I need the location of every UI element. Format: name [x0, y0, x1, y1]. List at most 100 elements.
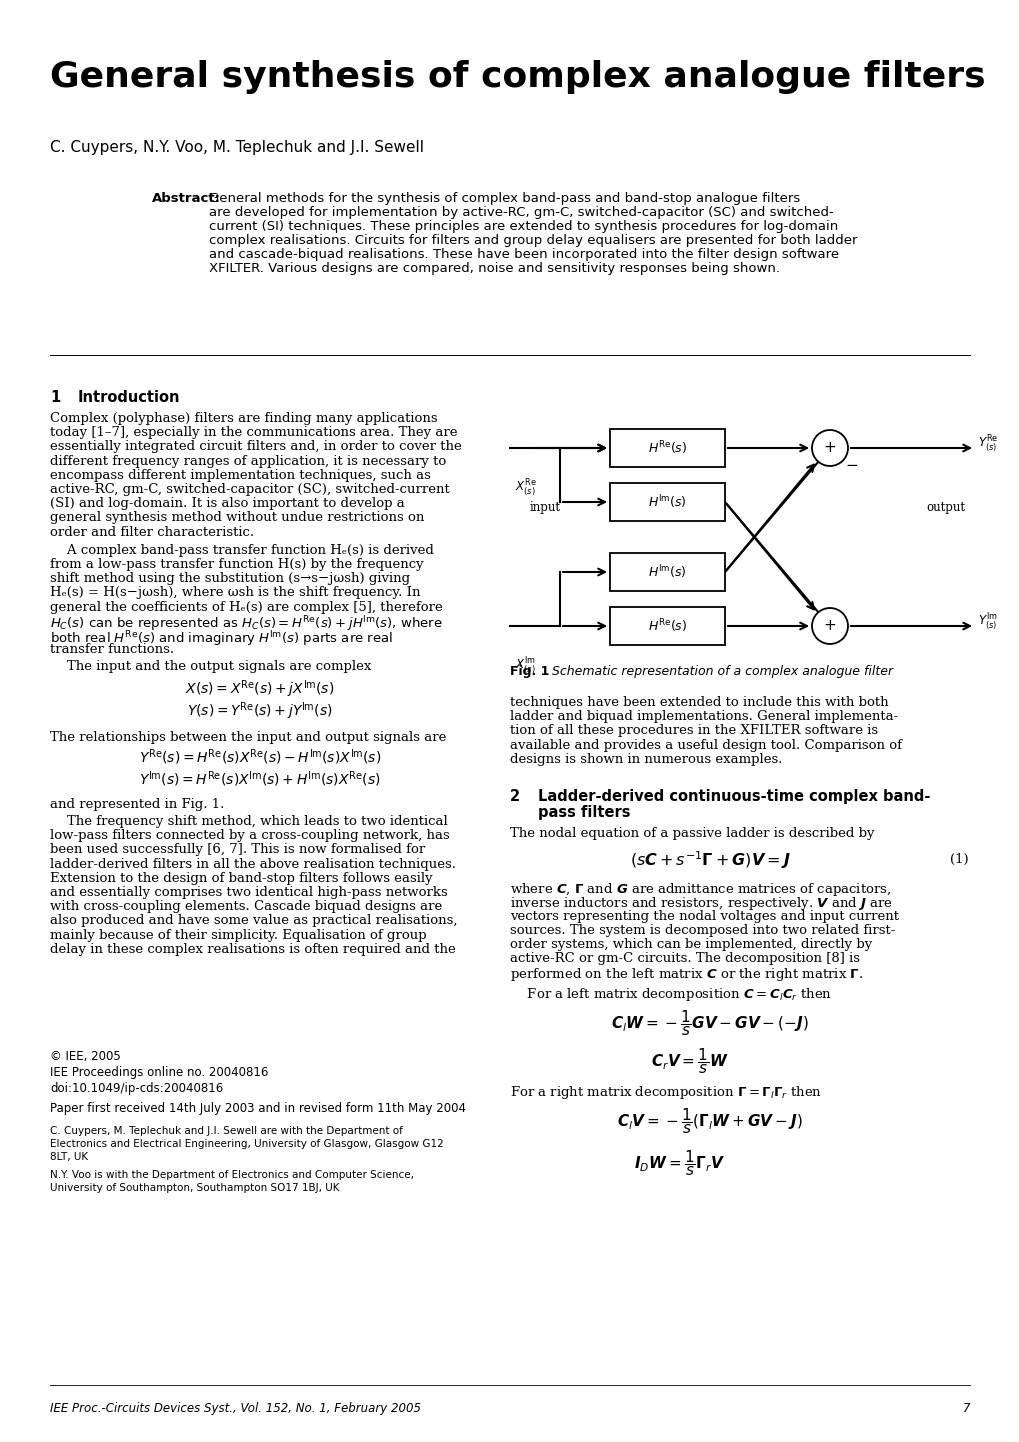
Text: vectors representing the nodal voltages and input current: vectors representing the nodal voltages …	[510, 910, 898, 923]
Text: pass filters: pass filters	[537, 805, 630, 820]
Text: general synthesis method without undue restrictions on: general synthesis method without undue r…	[50, 512, 424, 525]
Text: ladder-derived filters in all the above realisation techniques.: ladder-derived filters in all the above …	[50, 858, 455, 871]
Text: and represented in Fig. 1.: and represented in Fig. 1.	[50, 797, 224, 810]
Text: General synthesis of complex analogue filters: General synthesis of complex analogue fi…	[50, 61, 984, 94]
Text: sources. The system is decomposed into two related first-: sources. The system is decomposed into t…	[510, 924, 895, 937]
Circle shape	[811, 609, 847, 645]
Text: Paper first received 14th July 2003 and in revised form 11th May 2004: Paper first received 14th July 2003 and …	[50, 1102, 466, 1115]
Circle shape	[811, 430, 847, 466]
Text: active-RC or gm-C circuits. The decomposition [8] is: active-RC or gm-C circuits. The decompos…	[510, 952, 859, 965]
Text: performed on the left matrix $\boldsymbol{C}$ or the right matrix $\boldsymbol{\: performed on the left matrix $\boldsymbo…	[510, 966, 862, 983]
Text: delay in these complex realisations is often required and the: delay in these complex realisations is o…	[50, 943, 455, 956]
FancyBboxPatch shape	[609, 483, 725, 521]
Text: 2: 2	[510, 789, 520, 805]
Text: also produced and have some value as practical realisations,: also produced and have some value as pra…	[50, 914, 458, 927]
Text: $H^{\rm Im}(s)$: $H^{\rm Im}(s)$	[648, 564, 686, 581]
Text: $H^{\rm Im}(s)$: $H^{\rm Im}(s)$	[648, 493, 686, 510]
Text: essentially integrated circuit filters and, in order to cover the: essentially integrated circuit filters a…	[50, 440, 462, 453]
Text: $\boldsymbol{C}_l\boldsymbol{W} = -\dfrac{1}{s}\boldsymbol{G}\boldsymbol{V} - \b: $\boldsymbol{C}_l\boldsymbol{W} = -\dfra…	[610, 1008, 808, 1038]
Text: active-RC, gm-C, switched-capacitor (SC), switched-current: active-RC, gm-C, switched-capacitor (SC)…	[50, 483, 449, 496]
Text: input: input	[530, 500, 560, 513]
Text: 1: 1	[50, 389, 60, 405]
Text: Hₑ(s) = H(s−jωsh), where ωsh is the shift frequency. In: Hₑ(s) = H(s−jωsh), where ωsh is the shif…	[50, 587, 420, 600]
Text: $(s\boldsymbol{C} + s^{-1}\boldsymbol{\Gamma} + \boldsymbol{G})\boldsymbol{V} = : $(s\boldsymbol{C} + s^{-1}\boldsymbol{\G…	[629, 849, 790, 871]
Text: $\boldsymbol{C}_r\boldsymbol{V} = \dfrac{1}{s}\boldsymbol{W}$: $\boldsymbol{C}_r\boldsymbol{V} = \dfrac…	[650, 1045, 729, 1076]
Text: Schematic representation of a complex analogue filter: Schematic representation of a complex an…	[551, 665, 893, 678]
Text: XFILTER. Various designs are compared, noise and sensitivity responses being sho: XFILTER. Various designs are compared, n…	[209, 262, 780, 275]
Text: $H^{\rm Re}(s)$: $H^{\rm Re}(s)$	[647, 617, 687, 634]
Text: The input and the output signals are complex: The input and the output signals are com…	[50, 660, 371, 673]
Text: The frequency shift method, which leads to two identical: The frequency shift method, which leads …	[50, 815, 447, 828]
Text: $Y^{\rm Re}(s) = H^{\rm Re}(s)X^{\rm Re}(s) - H^{\rm Im}(s)X^{\rm Im}(s)$: $Y^{\rm Re}(s) = H^{\rm Re}(s)X^{\rm Re}…	[139, 748, 381, 767]
Text: complex realisations. Circuits for filters and group delay equalisers are presen: complex realisations. Circuits for filte…	[209, 234, 857, 247]
Text: A complex band-pass transfer function Hₑ(s) is derived: A complex band-pass transfer function Hₑ…	[50, 544, 433, 557]
Text: encompass different implementation techniques, such as: encompass different implementation techn…	[50, 469, 430, 482]
Text: where $\boldsymbol{C}$, $\boldsymbol{\Gamma}$ and $\boldsymbol{G}$ are admittanc: where $\boldsymbol{C}$, $\boldsymbol{\Ga…	[510, 881, 891, 898]
Text: shift method using the substitution (s→s−jωsh) giving: shift method using the substitution (s→s…	[50, 572, 410, 585]
Text: techniques have been extended to include this with both: techniques have been extended to include…	[510, 696, 888, 709]
Text: © IEE, 2005: © IEE, 2005	[50, 1050, 120, 1063]
Text: transfer functions.: transfer functions.	[50, 643, 174, 656]
Text: C. Cuypers, M. Teplechuk and J.I. Sewell are with the Department of: C. Cuypers, M. Teplechuk and J.I. Sewell…	[50, 1126, 403, 1136]
Text: order systems, which can be implemented, directly by: order systems, which can be implemented,…	[510, 937, 871, 952]
Text: −: −	[845, 459, 858, 473]
Text: For a right matrix decomposition $\boldsymbol{\Gamma} = \boldsymbol{\Gamma}_l\bo: For a right matrix decomposition $\bolds…	[510, 1084, 821, 1100]
Text: current (SI) techniques. These principles are extended to synthesis procedures f: current (SI) techniques. These principle…	[209, 221, 838, 234]
Text: IEE Proceedings online no. 20040816: IEE Proceedings online no. 20040816	[50, 1066, 268, 1079]
Text: from a low-pass transfer function H(s) by the frequency: from a low-pass transfer function H(s) b…	[50, 558, 423, 571]
Text: today [1–7], especially in the communications area. They are: today [1–7], especially in the communica…	[50, 427, 458, 440]
Text: low-pass filters connected by a cross-coupling network, has: low-pass filters connected by a cross-co…	[50, 829, 449, 842]
Text: For a left matrix decomposition $\boldsymbol{C} = \boldsymbol{C}_l\boldsymbol{C}: For a left matrix decomposition $\boldsy…	[510, 985, 832, 1002]
Text: doi:10.1049/ip-cds:20040816: doi:10.1049/ip-cds:20040816	[50, 1082, 223, 1094]
Text: General methods for the synthesis of complex band-pass and band-stop analogue fi: General methods for the synthesis of com…	[209, 192, 800, 205]
Text: are developed for implementation by active-RC, gm-C, switched-capacitor (SC) and: are developed for implementation by acti…	[209, 206, 833, 219]
Text: order and filter characteristic.: order and filter characteristic.	[50, 525, 254, 539]
Text: $\boldsymbol{I}_D\boldsymbol{W} = \dfrac{1}{s}\boldsymbol{\Gamma}_r\boldsymbol{V: $\boldsymbol{I}_D\boldsymbol{W} = \dfrac…	[634, 1148, 725, 1178]
Text: (1): (1)	[949, 854, 968, 867]
Text: with cross-coupling elements. Cascade biquad designs are: with cross-coupling elements. Cascade bi…	[50, 900, 442, 913]
FancyBboxPatch shape	[609, 607, 725, 645]
Text: output: output	[925, 500, 964, 513]
Text: N.Y. Voo is with the Department of Electronics and Computer Science,: N.Y. Voo is with the Department of Elect…	[50, 1169, 414, 1180]
Text: +: +	[822, 619, 836, 633]
Text: and essentially comprises two identical high-pass networks: and essentially comprises two identical …	[50, 885, 447, 898]
Text: IEE Proc.-Circuits Devices Syst., Vol. 152, No. 1, February 2005: IEE Proc.-Circuits Devices Syst., Vol. 1…	[50, 1402, 421, 1415]
Text: Extension to the design of band-stop filters follows easily: Extension to the design of band-stop fil…	[50, 872, 432, 885]
Text: tion of all these procedures in the XFILTER software is: tion of all these procedures in the XFIL…	[510, 724, 877, 737]
Text: $\boldsymbol{C}_l\boldsymbol{V} = -\dfrac{1}{s}(\boldsymbol{\Gamma}_l\boldsymbol: $\boldsymbol{C}_l\boldsymbol{V} = -\dfra…	[616, 1106, 802, 1136]
Text: Introduction: Introduction	[77, 389, 180, 405]
Text: $X^{\rm Im}_{(s)}$: $X^{\rm Im}_{(s)}$	[515, 656, 535, 678]
Text: 8LT, UK: 8LT, UK	[50, 1152, 88, 1162]
Text: $H^{\rm Re}(s)$: $H^{\rm Re}(s)$	[647, 440, 687, 457]
Text: 7: 7	[962, 1402, 969, 1415]
FancyBboxPatch shape	[609, 430, 725, 467]
Text: $Y^{\rm Re}_{(s)}$: $Y^{\rm Re}_{(s)}$	[977, 433, 998, 454]
Text: Fig. 1: Fig. 1	[510, 665, 549, 678]
Text: $Y^{\rm Im}(s) = H^{\rm Re}(s)X^{\rm Im}(s) + H^{\rm Im}(s)X^{\rm Re}(s)$: $Y^{\rm Im}(s) = H^{\rm Re}(s)X^{\rm Im}…	[140, 770, 380, 789]
Text: different frequency ranges of application, it is necessary to: different frequency ranges of applicatio…	[50, 454, 446, 467]
Text: mainly because of their simplicity. Equalisation of group: mainly because of their simplicity. Equa…	[50, 929, 426, 942]
Text: Abstract:: Abstract:	[152, 192, 221, 205]
Text: Electronics and Electrical Engineering, University of Glasgow, Glasgow G12: Electronics and Electrical Engineering, …	[50, 1139, 443, 1149]
Text: inverse inductors and resistors, respectively. $\boldsymbol{V}$ and $\boldsymbol: inverse inductors and resistors, respect…	[510, 895, 892, 913]
Text: $Y(s) = Y^{\rm Re}(s) + jY^{\rm Im}(s)$: $Y(s) = Y^{\rm Re}(s) + jY^{\rm Im}(s)$	[187, 701, 332, 722]
Text: both real $H^{\rm Re}(s)$ and imaginary $H^{\rm Im}(s)$ parts are real: both real $H^{\rm Re}(s)$ and imaginary …	[50, 629, 392, 649]
Text: $Y^{\rm Im}_{(s)}$: $Y^{\rm Im}_{(s)}$	[977, 611, 997, 633]
Text: University of Southampton, Southampton SO17 1BJ, UK: University of Southampton, Southampton S…	[50, 1182, 339, 1193]
Text: The nodal equation of a passive ladder is described by: The nodal equation of a passive ladder i…	[510, 828, 873, 841]
Text: Ladder-derived continuous-time complex band-: Ladder-derived continuous-time complex b…	[537, 789, 929, 805]
Text: available and provides a useful design tool. Comparison of: available and provides a useful design t…	[510, 738, 901, 751]
Text: designs is shown in numerous examples.: designs is shown in numerous examples.	[510, 753, 782, 766]
Text: Complex (polyphase) filters are finding many applications: Complex (polyphase) filters are finding …	[50, 412, 437, 425]
Text: $X(s) = X^{\rm Re}(s) + jX^{\rm Im}(s)$: $X(s) = X^{\rm Re}(s) + jX^{\rm Im}(s)$	[185, 679, 334, 701]
FancyBboxPatch shape	[609, 552, 725, 591]
Text: and cascade-biquad realisations. These have been incorporated into the filter de: and cascade-biquad realisations. These h…	[209, 248, 839, 261]
Text: +: +	[822, 440, 836, 456]
Text: The relationships between the input and output signals are: The relationships between the input and …	[50, 731, 446, 744]
Text: ladder and biquad implementations. General implementa-: ladder and biquad implementations. Gener…	[510, 711, 898, 724]
Text: C. Cuypers, N.Y. Voo, M. Teplechuk and J.I. Sewell: C. Cuypers, N.Y. Voo, M. Teplechuk and J…	[50, 140, 424, 154]
Text: been used successfully [6, 7]. This is now formalised for: been used successfully [6, 7]. This is n…	[50, 844, 425, 857]
Text: $H_C(s)$ can be represented as $H_C(s) = H^{\rm Re}(s) + jH^{\rm Im}(s)$, where: $H_C(s)$ can be represented as $H_C(s) =…	[50, 614, 442, 634]
Text: (SI) and log-domain. It is also important to develop a: (SI) and log-domain. It is also importan…	[50, 497, 405, 510]
Text: general the coefficients of Hₑ(s) are complex [5], therefore: general the coefficients of Hₑ(s) are co…	[50, 601, 442, 614]
